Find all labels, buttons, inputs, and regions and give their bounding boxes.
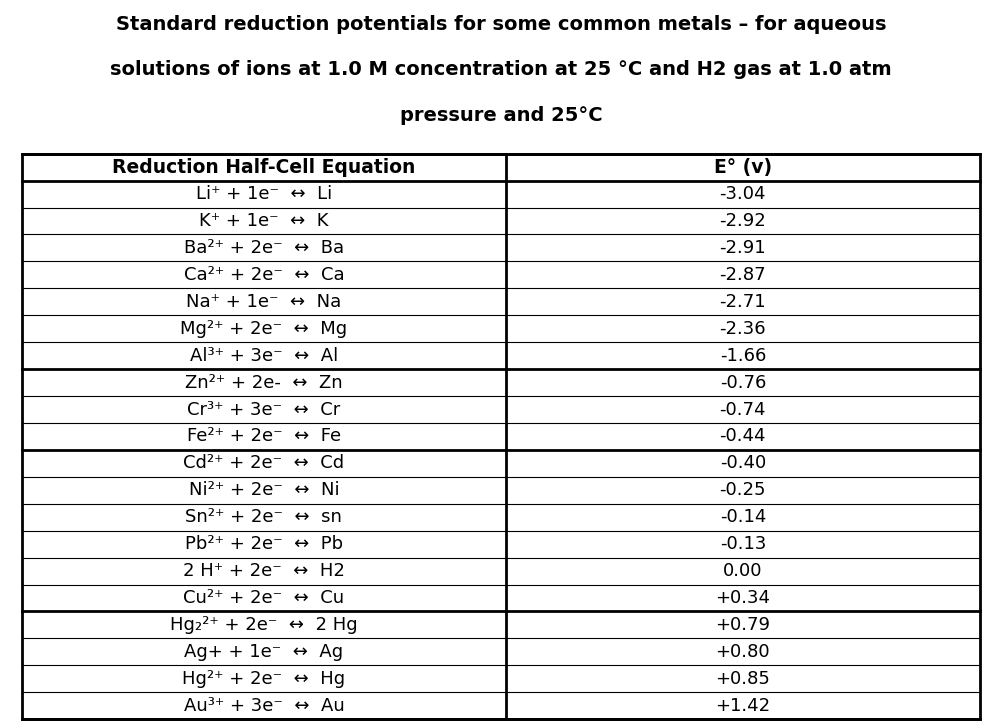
Text: -1.66: -1.66 [719,347,767,365]
Text: -2.87: -2.87 [719,266,767,284]
Text: Zn²⁺ + 2e-  ↔  Zn: Zn²⁺ + 2e- ↔ Zn [185,373,343,392]
Text: +1.42: +1.42 [715,697,771,715]
Text: Pb²⁺ + 2e⁻  ↔  Pb: Pb²⁺ + 2e⁻ ↔ Pb [184,535,343,553]
Text: -0.44: -0.44 [719,428,767,445]
Text: E° (v): E° (v) [713,157,772,177]
Text: Standard reduction potentials for some common metals – for aqueous: Standard reduction potentials for some c… [116,14,886,33]
Bar [22,154,980,719]
Text: Sn²⁺ + 2e⁻  ↔  sn: Sn²⁺ + 2e⁻ ↔ sn [185,508,343,526]
Text: Au³⁺ + 3e⁻  ↔  Au: Au³⁺ + 3e⁻ ↔ Au [183,697,345,715]
Text: Ag+ + 1e⁻  ↔  Ag: Ag+ + 1e⁻ ↔ Ag [184,643,344,661]
Text: solutions of ions at 1.0 M concentration at 25 °C and H2 gas at 1.0 atm: solutions of ions at 1.0 M concentration… [110,60,892,79]
Text: +0.80: +0.80 [715,643,771,661]
Text: -2.91: -2.91 [719,239,767,257]
Text: 2 H⁺ + 2e⁻  ↔  H2: 2 H⁺ + 2e⁻ ↔ H2 [183,562,345,580]
Text: Cd²⁺ + 2e⁻  ↔  Cd: Cd²⁺ + 2e⁻ ↔ Cd [183,455,345,473]
Text: Ba²⁺ + 2e⁻  ↔  Ba: Ba²⁺ + 2e⁻ ↔ Ba [183,239,344,257]
Text: Fe²⁺ + 2e⁻  ↔  Fe: Fe²⁺ + 2e⁻ ↔ Fe [186,428,341,445]
Text: 0.00: 0.00 [723,562,763,580]
Text: +0.79: +0.79 [715,616,771,634]
Text: -2.71: -2.71 [719,293,767,311]
Text: K⁺ + 1e⁻  ↔  K: K⁺ + 1e⁻ ↔ K [199,212,329,230]
Text: Cr³⁺ + 3e⁻  ↔  Cr: Cr³⁺ + 3e⁻ ↔ Cr [187,400,341,418]
Text: +0.85: +0.85 [715,670,771,688]
Text: -2.36: -2.36 [719,320,767,338]
Text: -0.74: -0.74 [719,400,767,418]
Text: Na⁺ + 1e⁻  ↔  Na: Na⁺ + 1e⁻ ↔ Na [186,293,342,311]
Text: -0.40: -0.40 [719,455,766,473]
Text: Mg²⁺ + 2e⁻  ↔  Mg: Mg²⁺ + 2e⁻ ↔ Mg [180,320,348,338]
Text: Cu²⁺ + 2e⁻  ↔  Cu: Cu²⁺ + 2e⁻ ↔ Cu [183,589,345,607]
Text: -0.76: -0.76 [719,373,767,392]
Text: -0.13: -0.13 [719,535,767,553]
Text: Reduction Half-Cell Equation: Reduction Half-Cell Equation [112,157,416,177]
Text: Hg²⁺ + 2e⁻  ↔  Hg: Hg²⁺ + 2e⁻ ↔ Hg [182,670,346,688]
Text: -0.25: -0.25 [719,481,767,500]
Text: Hg₂²⁺ + 2e⁻  ↔  2 Hg: Hg₂²⁺ + 2e⁻ ↔ 2 Hg [170,616,358,634]
Text: -3.04: -3.04 [719,185,767,203]
Text: Li⁺ + 1e⁻  ↔  Li: Li⁺ + 1e⁻ ↔ Li [195,185,332,203]
Text: Ca²⁺ + 2e⁻  ↔  Ca: Ca²⁺ + 2e⁻ ↔ Ca [183,266,345,284]
Text: -0.14: -0.14 [719,508,767,526]
Text: pressure and 25°C: pressure and 25°C [400,106,602,125]
Text: +0.34: +0.34 [715,589,771,607]
Text: -2.92: -2.92 [719,212,767,230]
Text: Al³⁺ + 3e⁻  ↔  Al: Al³⁺ + 3e⁻ ↔ Al [189,347,338,365]
Text: Ni²⁺ + 2e⁻  ↔  Ni: Ni²⁺ + 2e⁻ ↔ Ni [188,481,340,500]
